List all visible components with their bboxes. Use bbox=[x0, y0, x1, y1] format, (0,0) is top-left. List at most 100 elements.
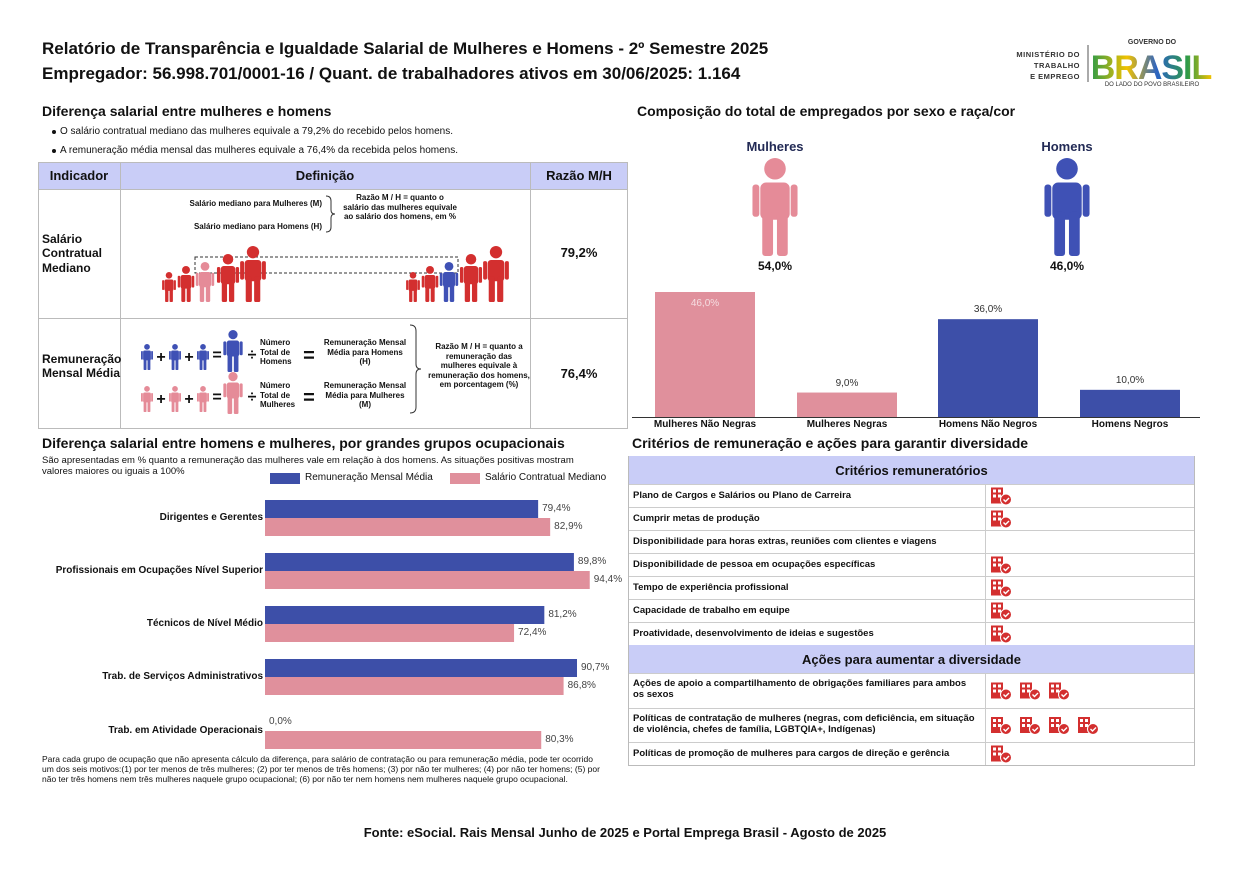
sex-value: 54,0% bbox=[757, 259, 793, 273]
criteria-icon bbox=[991, 510, 1012, 529]
person-arm bbox=[790, 184, 798, 217]
person-leg bbox=[443, 284, 449, 302]
value-label: 10,0% bbox=[1115, 374, 1145, 386]
person-leg bbox=[147, 400, 151, 412]
icon-window bbox=[998, 747, 1001, 751]
bar bbox=[265, 571, 590, 589]
person-body bbox=[463, 266, 479, 285]
person-head bbox=[409, 272, 417, 279]
criteria-icon bbox=[1049, 717, 1070, 735]
bar bbox=[265, 500, 539, 518]
person-arm bbox=[216, 266, 221, 283]
icon-check bbox=[1003, 566, 1010, 572]
person-arm bbox=[177, 275, 181, 288]
icon-window bbox=[998, 752, 1001, 756]
criteria-icon bbox=[991, 717, 1012, 735]
person-icon bbox=[483, 246, 509, 302]
person-leg bbox=[497, 276, 504, 302]
legend-label: Remuneração Mensal Média bbox=[305, 472, 433, 483]
icon-check-bg bbox=[1058, 723, 1070, 735]
icon-window bbox=[998, 558, 1001, 562]
person-leg bbox=[471, 280, 478, 302]
criteria-text: Plano de Cargos e Salários ou Plano de C… bbox=[633, 490, 852, 501]
icon-window bbox=[1085, 719, 1088, 722]
value-label: 72,4% bbox=[518, 627, 547, 638]
icon-window bbox=[998, 609, 1001, 613]
person-leg bbox=[227, 353, 233, 372]
person-head bbox=[200, 386, 206, 392]
icon-window bbox=[1085, 724, 1088, 727]
icon-check-bg bbox=[1000, 493, 1012, 506]
sex-value: 46,0% bbox=[1049, 259, 1085, 273]
person-leg bbox=[254, 276, 261, 302]
icon-check bbox=[1003, 692, 1010, 698]
legend-label: Salário Contratual Mediano bbox=[485, 472, 607, 483]
person-arm bbox=[1044, 184, 1052, 217]
criteria-text: Proatividade, desenvolvimento de ideias … bbox=[633, 628, 874, 639]
chart-title: Composição do total de empregados por se… bbox=[637, 103, 1016, 119]
operator: = bbox=[212, 347, 222, 364]
person-head bbox=[426, 266, 434, 274]
value-label: 0,0% bbox=[269, 716, 292, 727]
icon-window bbox=[1056, 689, 1059, 693]
person-head bbox=[764, 158, 786, 180]
person-leg bbox=[203, 358, 207, 370]
criteria-text: Políticas de promoção de mulheres para c… bbox=[633, 748, 950, 759]
person-icon bbox=[1044, 158, 1090, 256]
person-body bbox=[487, 260, 505, 282]
icon-window bbox=[998, 689, 1001, 693]
person-leg bbox=[488, 276, 495, 302]
criteria-text: Disponibilidade para horas extras, reuni… bbox=[633, 536, 937, 547]
person-body bbox=[1052, 182, 1082, 220]
icon-check-bg bbox=[1000, 751, 1012, 764]
person-head bbox=[172, 386, 178, 392]
icon-window bbox=[998, 581, 1001, 585]
icon-window bbox=[993, 586, 996, 590]
icon-window bbox=[993, 494, 996, 498]
operator: = bbox=[303, 387, 315, 409]
person-leg bbox=[199, 284, 205, 302]
bar bbox=[1080, 389, 1180, 417]
indicator: Remuneração Mensal Média bbox=[42, 352, 122, 381]
operator: ÷ bbox=[247, 389, 257, 406]
person-body bbox=[220, 266, 236, 285]
criteria-icon bbox=[991, 602, 1012, 621]
person-icon bbox=[459, 254, 483, 302]
icon-window bbox=[998, 494, 1001, 498]
person-leg bbox=[147, 358, 151, 370]
icon-window bbox=[998, 563, 1001, 567]
icon-window bbox=[1056, 684, 1059, 688]
icon-window bbox=[993, 627, 996, 631]
icon-window bbox=[993, 752, 996, 756]
criteria-text: Ações de apoio a compartilhamento de obr… bbox=[633, 678, 967, 701]
definition-text: Razão M / H = quanto o salário das mulhe… bbox=[343, 193, 457, 222]
definition-text: Número Total de Mulheres bbox=[260, 381, 296, 410]
definition-text: Salário mediano para Homens (H) bbox=[193, 222, 322, 231]
person-head bbox=[246, 246, 260, 259]
person-head bbox=[182, 266, 190, 274]
icon-check bbox=[1003, 635, 1010, 641]
bar bbox=[265, 677, 564, 695]
icon-window bbox=[993, 719, 996, 722]
person-body bbox=[199, 392, 207, 403]
ministry-text: E EMPREGO bbox=[1030, 72, 1080, 81]
person-arm bbox=[240, 261, 245, 280]
table-header-bg bbox=[38, 162, 628, 189]
icon-window bbox=[1022, 719, 1025, 722]
icon-window bbox=[1022, 689, 1025, 693]
person-body bbox=[760, 182, 790, 220]
person-leg bbox=[143, 400, 147, 412]
person-icon bbox=[439, 262, 459, 302]
definition-text: Número Total de Homens bbox=[260, 338, 292, 367]
person-arm bbox=[483, 261, 488, 280]
icon-window bbox=[998, 632, 1001, 636]
person-icon bbox=[169, 386, 181, 412]
icon-window bbox=[1027, 724, 1030, 727]
icon-check-bg bbox=[1000, 516, 1012, 529]
icon-window bbox=[993, 747, 996, 751]
person-head bbox=[228, 330, 238, 340]
person-leg bbox=[1054, 211, 1066, 256]
icon-window bbox=[998, 719, 1001, 722]
